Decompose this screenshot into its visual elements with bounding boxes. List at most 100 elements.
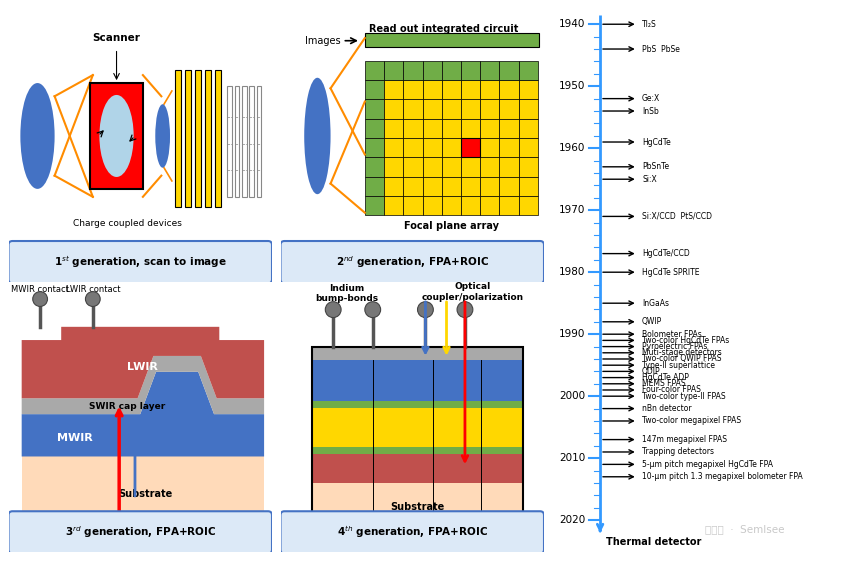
Bar (500, 80, 518, 100)
Bar (384, 61, 403, 80)
Bar (384, 138, 403, 158)
Bar (312, 454, 523, 483)
Text: HgCdTe ADP: HgCdTe ADP (642, 373, 688, 382)
Bar (22, 457, 264, 530)
Bar (312, 347, 523, 360)
Text: LWIR: LWIR (128, 361, 158, 372)
Bar (184, 70, 191, 207)
Text: Thermal detector: Thermal detector (606, 537, 701, 547)
Text: MEMS FPAS: MEMS FPAS (642, 379, 686, 388)
Text: 1950: 1950 (559, 81, 586, 91)
Bar (442, 158, 461, 177)
Ellipse shape (20, 83, 54, 189)
Bar (90, 83, 143, 189)
Text: QDIP: QDIP (642, 367, 660, 376)
Text: 10-μm pitch 1.3 megapixel bolometer FPA: 10-μm pitch 1.3 megapixel bolometer FPA (642, 472, 802, 481)
Bar (442, 138, 461, 158)
FancyBboxPatch shape (8, 241, 272, 283)
Bar (214, 70, 221, 207)
Text: Ge:X: Ge:X (642, 94, 660, 103)
Bar (461, 138, 480, 158)
Text: Indium
bump-bonds: Indium bump-bonds (314, 284, 378, 303)
Bar (365, 138, 384, 158)
Text: Two-color megapixel FPAS: Two-color megapixel FPAS (642, 417, 741, 426)
Text: 1940: 1940 (559, 19, 586, 29)
Text: Two-color HgCdTe FPAs: Two-color HgCdTe FPAs (642, 336, 729, 345)
Bar (518, 158, 538, 177)
Bar (442, 177, 461, 196)
Bar (518, 100, 538, 119)
Bar (480, 158, 500, 177)
Text: Pyroelectric FPAs: Pyroelectric FPAs (642, 342, 707, 351)
Bar (422, 100, 442, 119)
Bar (461, 196, 480, 215)
Text: Substrate: Substrate (390, 502, 445, 512)
Bar (312, 483, 523, 530)
Bar (312, 360, 523, 401)
Bar (442, 61, 461, 80)
Bar (480, 177, 500, 196)
Polygon shape (22, 327, 264, 398)
Text: LWIR contact: LWIR contact (65, 285, 120, 294)
Bar (480, 80, 500, 100)
Bar (422, 196, 442, 215)
Bar (500, 100, 518, 119)
Bar (480, 61, 500, 80)
Text: Read out integrated circuit: Read out integrated circuit (369, 24, 518, 34)
Text: HgCdTe/CCD: HgCdTe/CCD (642, 249, 689, 258)
Bar (461, 61, 480, 80)
Text: SWIR cap layer: SWIR cap layer (89, 402, 165, 410)
Bar (500, 119, 518, 138)
Bar (403, 61, 422, 80)
FancyBboxPatch shape (8, 511, 272, 553)
Bar (242, 86, 246, 197)
Text: 公众号  ·  SemIsee: 公众号 · SemIsee (705, 525, 785, 534)
Ellipse shape (99, 95, 133, 177)
Text: Type-II superlattice: Type-II superlattice (642, 361, 715, 370)
Bar (365, 196, 384, 215)
Text: Substrate: Substrate (118, 489, 173, 498)
Bar (312, 447, 523, 454)
FancyBboxPatch shape (280, 241, 544, 283)
Bar (365, 119, 384, 138)
Text: Tl₂S: Tl₂S (642, 20, 657, 29)
Text: 1960: 1960 (559, 143, 586, 153)
Bar (384, 177, 403, 196)
Bar (422, 177, 442, 196)
Bar (403, 138, 422, 158)
Bar (461, 80, 480, 100)
Bar (422, 119, 442, 138)
Ellipse shape (304, 78, 331, 194)
Bar (480, 100, 500, 119)
Bar (518, 80, 538, 100)
Text: 3$^{rd}$ generation, FPA+ROIC: 3$^{rd}$ generation, FPA+ROIC (65, 525, 216, 540)
Text: PbSnTe: PbSnTe (642, 162, 669, 171)
Bar (384, 158, 403, 177)
Circle shape (365, 302, 381, 318)
Bar (205, 70, 212, 207)
Bar (384, 80, 403, 100)
Text: Images: Images (305, 35, 341, 46)
Text: Si:X: Si:X (642, 175, 657, 184)
Text: MWIR: MWIR (56, 433, 93, 443)
Text: Bolometer FPAs: Bolometer FPAs (642, 330, 702, 339)
Polygon shape (22, 372, 264, 457)
Text: 147m megapixel FPAS: 147m megapixel FPAS (642, 435, 727, 444)
Text: Two-color QWIP FPAS: Two-color QWIP FPAS (642, 355, 722, 364)
Text: MWIR contact: MWIR contact (11, 285, 69, 294)
Bar (384, 196, 403, 215)
Bar (480, 196, 500, 215)
Text: Trapping detectors: Trapping detectors (642, 448, 714, 457)
Bar (384, 119, 403, 138)
Bar (312, 408, 523, 447)
Bar (442, 196, 461, 215)
Bar (403, 80, 422, 100)
Bar (518, 177, 538, 196)
Bar (365, 61, 384, 80)
Bar (257, 86, 262, 197)
Bar (461, 119, 480, 138)
Text: Focal plane array: Focal plane array (405, 221, 499, 231)
Bar (312, 347, 523, 530)
Polygon shape (22, 356, 264, 414)
Bar (365, 177, 384, 196)
